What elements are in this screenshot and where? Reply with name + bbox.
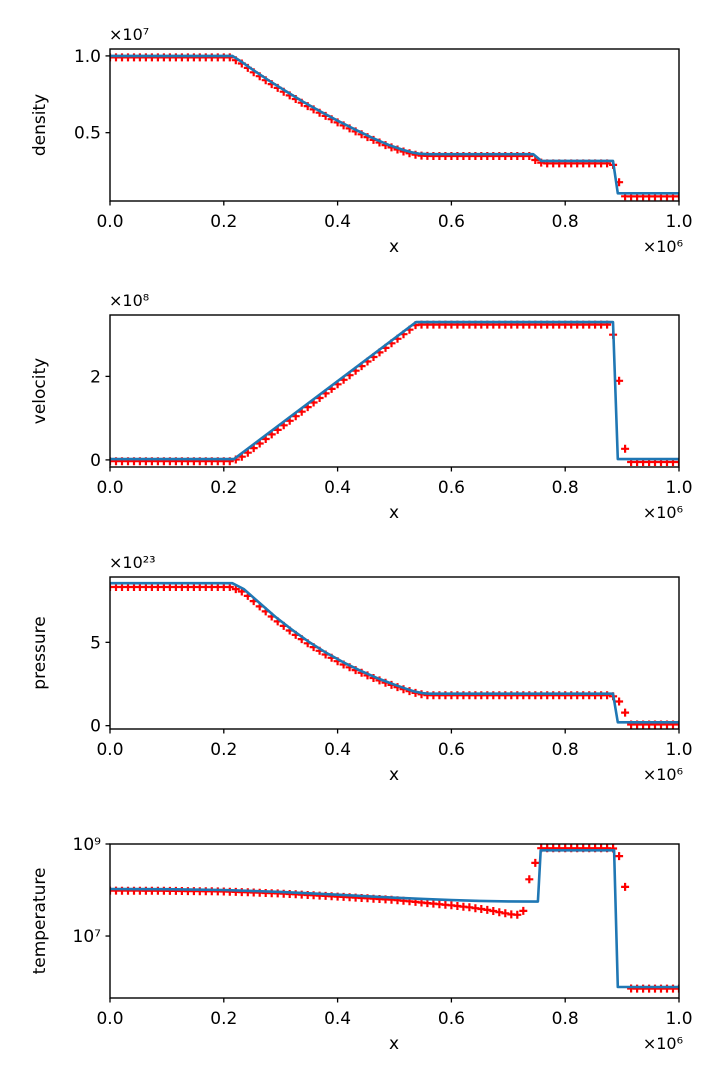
- x-tick-label: 0.6: [438, 1009, 465, 1029]
- subplot-pressure: 0.0 0.2 0.4 0.6 0.8 1.0 0 5: [90, 576, 693, 760]
- x-tick-label: 0.4: [324, 212, 351, 232]
- y-tick-label: 10⁹: [73, 835, 102, 855]
- axes-spines: [109, 843, 680, 999]
- line-series: [110, 320, 679, 461]
- x-tick-label: 0.6: [438, 740, 465, 760]
- x-tick-label: 0.6: [438, 212, 465, 232]
- x-tick-label: 0.4: [324, 478, 351, 498]
- line-series: [110, 849, 679, 989]
- x-offset-label-3: ×10⁶: [642, 765, 683, 784]
- x-axis-label-2: x: [388, 503, 400, 523]
- y-offset-label-velocity: ×10⁸: [109, 291, 150, 310]
- axes-spines: [109, 314, 680, 468]
- line-series: [110, 54, 679, 195]
- x-tick-label: 0.2: [210, 212, 237, 232]
- x-tick-label: 0.4: [324, 740, 351, 760]
- x-tick-label: 0.8: [552, 1009, 579, 1029]
- x-tick-label: 0.0: [96, 740, 123, 760]
- plot-area: [110, 581, 679, 729]
- x-axis-label-4: x: [388, 1034, 400, 1054]
- y-tick-label: 10⁷: [73, 927, 102, 947]
- y-axis-label-velocity: velocity: [30, 357, 50, 425]
- x-tick-label: 0.4: [324, 1009, 351, 1029]
- marker-series: [110, 844, 679, 993]
- y-tick-label: 1.0: [74, 47, 101, 67]
- x-tick-label: 0.2: [210, 1009, 237, 1029]
- y-axis-label-temperature: temperature: [30, 867, 50, 975]
- x-tick-label: 1.0: [665, 740, 692, 760]
- x-tick-label: 0.2: [210, 740, 237, 760]
- x-tick-label: 1.0: [665, 212, 692, 232]
- plot-area: [110, 844, 679, 993]
- plot-area: [110, 320, 679, 466]
- subplot-velocity: 0.0 0.2 0.4 0.6 0.8 1.0 0 2: [90, 314, 693, 498]
- x-tick-label: 1.0: [665, 478, 692, 498]
- plot-area: [110, 53, 679, 201]
- y-axis-label-density: density: [30, 93, 50, 157]
- x-offset-label-1: ×10⁶: [642, 237, 683, 256]
- y-tick-label: 2: [90, 367, 101, 387]
- y-tick-label: 0: [90, 451, 101, 471]
- subplot-temperature: 0.0 0.2 0.4 0.6 0.8 1.0 10⁹ 10⁷: [73, 835, 693, 1029]
- y-offset-label-density: ×10⁷: [109, 25, 150, 44]
- y-tick-label: 0.5: [74, 124, 101, 144]
- line-series: [110, 581, 679, 724]
- x-tick-label: 0.0: [96, 478, 123, 498]
- x-tick-label: 0.2: [210, 478, 237, 498]
- x-tick-label: 0.6: [438, 478, 465, 498]
- x-axis-label-3: x: [388, 765, 400, 785]
- subplot-density: 0.0 0.2 0.4 0.6 0.8 1.0 0.5 1.0: [74, 47, 693, 232]
- y-axis-label-pressure: pressure: [30, 616, 50, 690]
- x-offset-label-2: ×10⁶: [642, 503, 683, 522]
- x-tick-label: 0.8: [552, 478, 579, 498]
- x-tick-label: 0.8: [552, 740, 579, 760]
- x-offset-label-4: ×10⁶: [642, 1034, 683, 1053]
- x-tick-label: 0.0: [96, 212, 123, 232]
- y-tick-label: 0: [90, 717, 101, 737]
- y-offset-label-pressure: ×10²³: [109, 553, 156, 572]
- marker-series: [110, 320, 679, 466]
- axes-spines: [109, 48, 680, 202]
- axes-spines: [109, 576, 680, 730]
- x-tick-label: 1.0: [665, 1009, 692, 1029]
- y-tick-label: 5: [90, 633, 101, 653]
- x-tick-label: 0.0: [96, 1009, 123, 1029]
- x-axis-label-1: x: [388, 237, 400, 257]
- marker-series: [110, 583, 679, 729]
- x-tick-label: 0.8: [552, 212, 579, 232]
- marker-series: [110, 53, 679, 201]
